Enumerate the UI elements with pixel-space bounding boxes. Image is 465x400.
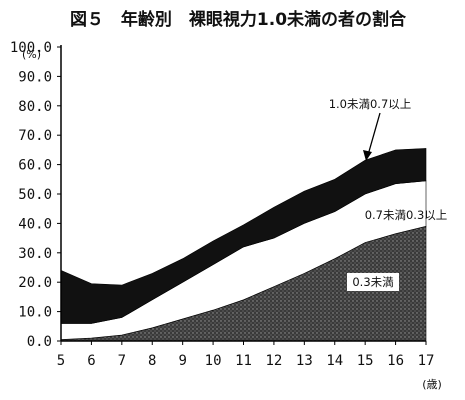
y-tick-label: 10.0 — [18, 305, 52, 321]
annotation-middle-label: 0.7未満0.3以上 — [365, 208, 448, 222]
series-layer — [60, 148, 427, 342]
y-tick-label: 80.0 — [18, 99, 52, 115]
y-axis-unit-label: (%) — [22, 48, 41, 61]
y-tick-label: 50.0 — [18, 187, 52, 203]
chart-title: 図５ 年齢別 裸眼視力1.0未満の者の割合 — [70, 9, 407, 30]
x-tick-label: 13 — [296, 353, 313, 369]
x-tick-label: 10 — [205, 353, 222, 369]
x-axis-unit-label: (歳) — [422, 378, 442, 391]
x-tick-label: 14 — [326, 353, 343, 369]
y-tick-label: 20.0 — [18, 275, 52, 291]
x-tick-label: 12 — [265, 353, 282, 369]
x-tick-label: 16 — [387, 353, 404, 369]
ticks-layer: 100.090.080.070.060.050.040.030.020.010.… — [10, 40, 435, 369]
y-tick-label: 100.0 — [10, 40, 52, 56]
area-series-3 — [60, 148, 427, 324]
x-tick-label: 17 — [418, 353, 435, 369]
x-tick-label: 6 — [87, 353, 95, 369]
x-tick-label: 7 — [118, 353, 126, 369]
y-tick-label: 30.0 — [18, 246, 52, 262]
y-tick-label: 40.0 — [18, 216, 52, 232]
x-tick-label: 11 — [235, 353, 252, 369]
annotation-arrowhead — [363, 150, 372, 161]
annotation-lower-label: 0.3未満 — [352, 275, 393, 289]
x-tick-label: 8 — [148, 353, 156, 369]
y-tick-label: 90.0 — [18, 69, 52, 85]
y-tick-label: 70.0 — [18, 128, 52, 144]
x-tick-label: 15 — [357, 353, 374, 369]
annotation-arrow — [367, 112, 381, 156]
x-tick-label: 5 — [57, 353, 65, 369]
x-tick-label: 9 — [178, 353, 186, 369]
y-tick-label: 60.0 — [18, 158, 52, 174]
y-tick-label: 0.0 — [27, 334, 52, 350]
annotation-lower-label-bg — [347, 273, 399, 291]
annotation-upper-label: 1.0未満0.7以上 — [329, 97, 412, 111]
